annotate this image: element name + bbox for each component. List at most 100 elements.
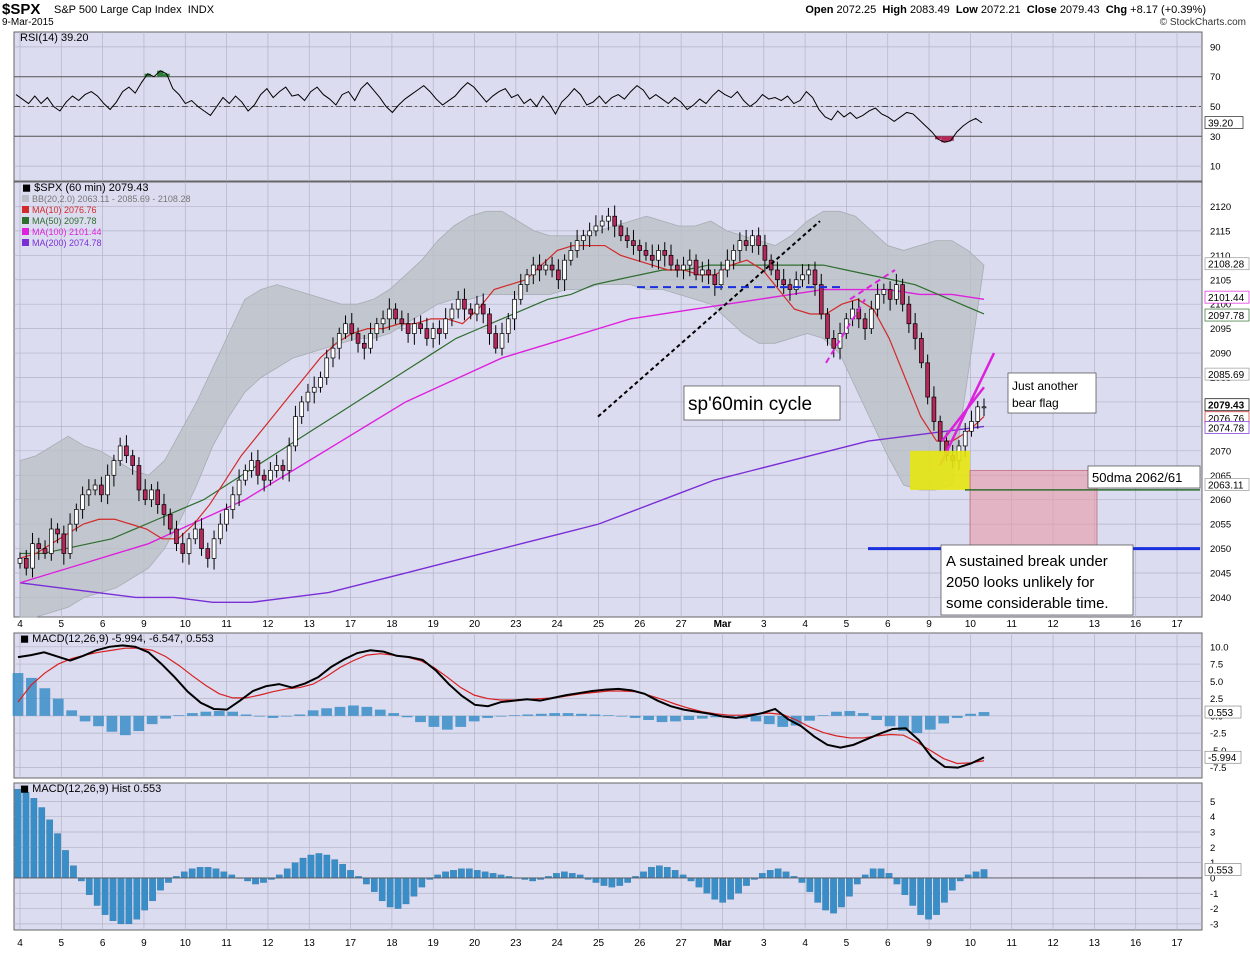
macd-y-tick-label: 2.5 — [1210, 694, 1223, 705]
candle-down — [662, 250, 668, 256]
hist-bar — [687, 877, 695, 882]
candle-down — [418, 323, 423, 329]
candle-up — [725, 259, 730, 271]
macd-hist-bar — [656, 715, 668, 723]
candle-up — [562, 259, 567, 281]
macd-right-label: 0.553 — [1208, 708, 1233, 719]
candle-up — [581, 235, 586, 242]
ma50-label: 50dma 2062/61 — [1092, 470, 1182, 485]
price-right-box — [1204, 421, 1250, 434]
macd-hist-bar — [495, 715, 507, 717]
magenta-channel-lower — [825, 298, 866, 364]
hist-bar — [489, 873, 497, 879]
hist-title: ◼ MACD(12,26,9) Hist 0.553 — [20, 783, 161, 795]
price-right-label: 2097.78 — [1208, 311, 1245, 322]
hist-bar — [30, 798, 38, 879]
macd-hist-bar — [589, 714, 601, 716]
candle-down — [155, 489, 161, 505]
hist-bar — [370, 877, 378, 892]
candle-up — [969, 421, 974, 432]
macd-hist-bar — [160, 715, 171, 719]
note-line: some considerable time. — [946, 595, 1109, 612]
candle-up — [17, 557, 23, 564]
hist-bar — [616, 877, 624, 886]
candle-up — [806, 269, 812, 276]
candle-up — [111, 460, 117, 476]
hist-bar — [766, 870, 774, 879]
candle-up — [793, 279, 799, 290]
macd-right-box — [1204, 750, 1242, 764]
price-y-tick-label: 2120 — [1210, 202, 1231, 213]
candle-up — [387, 308, 392, 320]
hist-bar — [204, 867, 212, 879]
price-right-label: 2063.11 — [1208, 480, 1244, 491]
macd-y-tick-label: -7.5 — [1210, 763, 1226, 774]
macd-line — [17, 644, 985, 769]
macd-hist-bar — [777, 715, 789, 727]
candle-down — [180, 543, 186, 554]
hist-bar — [980, 869, 988, 879]
macd-hist-bar — [643, 715, 654, 720]
hist-bar — [553, 873, 560, 879]
macd-hist-bar — [227, 711, 239, 716]
hist-bar — [85, 877, 93, 895]
macd-hist-bar — [321, 708, 332, 716]
hist-y-tick-label: 0 — [1210, 873, 1215, 884]
hist-bar — [893, 877, 901, 885]
low-label: Low — [955, 4, 978, 16]
macd-hist-bar — [844, 711, 856, 716]
hist-bar — [418, 877, 426, 888]
candle-down — [931, 396, 937, 422]
candle-up — [311, 386, 317, 393]
candle-up — [656, 250, 661, 261]
macd-hist-bar — [951, 715, 963, 718]
price-right-box — [1204, 478, 1250, 491]
price-y-tick-label: 2070 — [1210, 446, 1231, 457]
hist-bar — [307, 854, 315, 879]
macd-hist-bar — [522, 714, 534, 716]
hist-y-tick-label: 3 — [1210, 828, 1215, 839]
macd-hist-bar — [817, 715, 829, 716]
candle-down — [919, 338, 924, 364]
hist-bar — [157, 877, 164, 891]
hist-bar — [727, 877, 734, 900]
hist-bar — [402, 877, 410, 905]
price-right-label: 2074.78 — [1208, 423, 1245, 434]
x-tick-label: 20 — [469, 938, 481, 949]
macd-panel-bg — [13, 632, 1203, 779]
hist-bar — [964, 874, 972, 879]
candle-up — [74, 509, 79, 525]
candle-down — [862, 318, 868, 329]
candle-down — [174, 528, 179, 545]
candle-down — [468, 308, 473, 315]
hist-bar — [529, 877, 536, 882]
hist-bar — [458, 868, 465, 879]
candle-up — [718, 269, 724, 285]
hist-bar — [188, 868, 196, 879]
hist-y-tick-label: -1 — [1210, 889, 1218, 900]
price-right-label: 2101.44 — [1208, 293, 1245, 304]
candle-down — [549, 264, 555, 271]
x-tick-label: 27 — [676, 619, 688, 630]
x-tick-label: 17 — [1171, 938, 1183, 949]
candle-down — [743, 240, 749, 246]
hist-right-label: 0.553 — [1208, 865, 1233, 876]
rsi-y-tick-label: 10 — [1210, 162, 1221, 173]
legend-entry: BB(20,2.0) 2063.11 - 2085.69 - 2108.28 — [32, 194, 190, 204]
macd-y-tick-label: 5.0 — [1210, 677, 1223, 688]
candle-down — [261, 474, 267, 481]
hist-bar — [339, 864, 346, 879]
candle-up — [67, 523, 73, 554]
x-tick-label: 17 — [1171, 619, 1183, 630]
hist-bar — [466, 868, 473, 879]
hist-bar — [703, 877, 711, 894]
hist-bar — [54, 833, 61, 879]
hist-bar — [260, 877, 267, 883]
macd-hist-bar — [790, 715, 802, 726]
legend-swatch — [22, 239, 29, 246]
hist-y-tick-label: 4 — [1210, 812, 1215, 823]
x-tick-label: 6 — [885, 619, 891, 630]
ma50-line — [20, 264, 985, 555]
macd-hist-bar — [254, 715, 265, 717]
macd-hist-bar — [871, 715, 883, 720]
